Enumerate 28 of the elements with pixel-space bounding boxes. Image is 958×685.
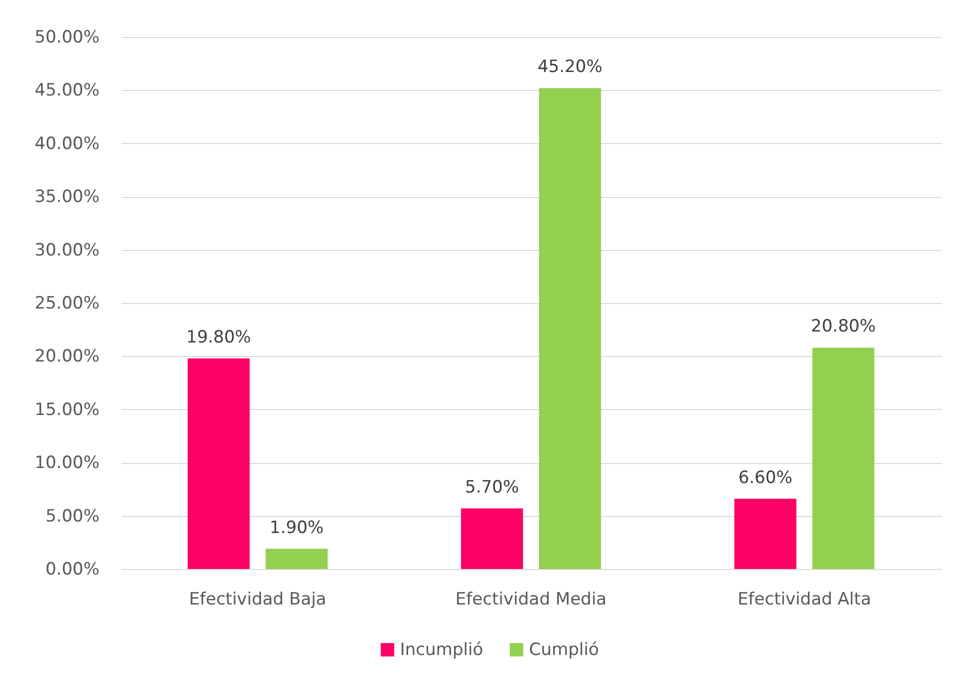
- x-tick-label: Efectividad Alta: [738, 590, 872, 610]
- bar: [812, 348, 874, 569]
- y-tick-label: 40.00%: [34, 134, 100, 154]
- data-label: 6.60%: [738, 468, 792, 488]
- bar: [461, 508, 524, 569]
- bar: [188, 358, 250, 569]
- y-tick-label: 10.00%: [34, 453, 100, 474]
- bar: [266, 548, 328, 569]
- y-tick-label: 35.00%: [34, 187, 100, 208]
- y-tick-label: 15.00%: [34, 400, 100, 420]
- data-label: 45.20%: [538, 57, 602, 78]
- data-label: 20.80%: [810, 316, 876, 337]
- y-tick-label: 50.00%: [34, 28, 100, 48]
- y-tick-label: 20.00%: [34, 346, 100, 367]
- legend-label: Incumplió: [400, 640, 484, 660]
- data-label: 19.80%: [186, 327, 252, 348]
- bar: [734, 498, 796, 569]
- y-tick-label: 45.00%: [34, 80, 100, 101]
- legend-label: Cumplió: [529, 640, 599, 660]
- y-tick-label: 25.00%: [34, 294, 100, 314]
- x-tick-label: Efectividad Media: [455, 590, 607, 610]
- bar: [538, 88, 601, 569]
- y-tick-label: 0.00%: [45, 560, 100, 580]
- x-tick-label: Efectividad Baja: [189, 590, 326, 610]
- data-label: 5.70%: [465, 477, 520, 498]
- y-tick-label: 30.00%: [34, 240, 100, 260]
- y-tick-label: 5.00%: [45, 506, 100, 526]
- data-label: 1.90%: [270, 518, 324, 538]
